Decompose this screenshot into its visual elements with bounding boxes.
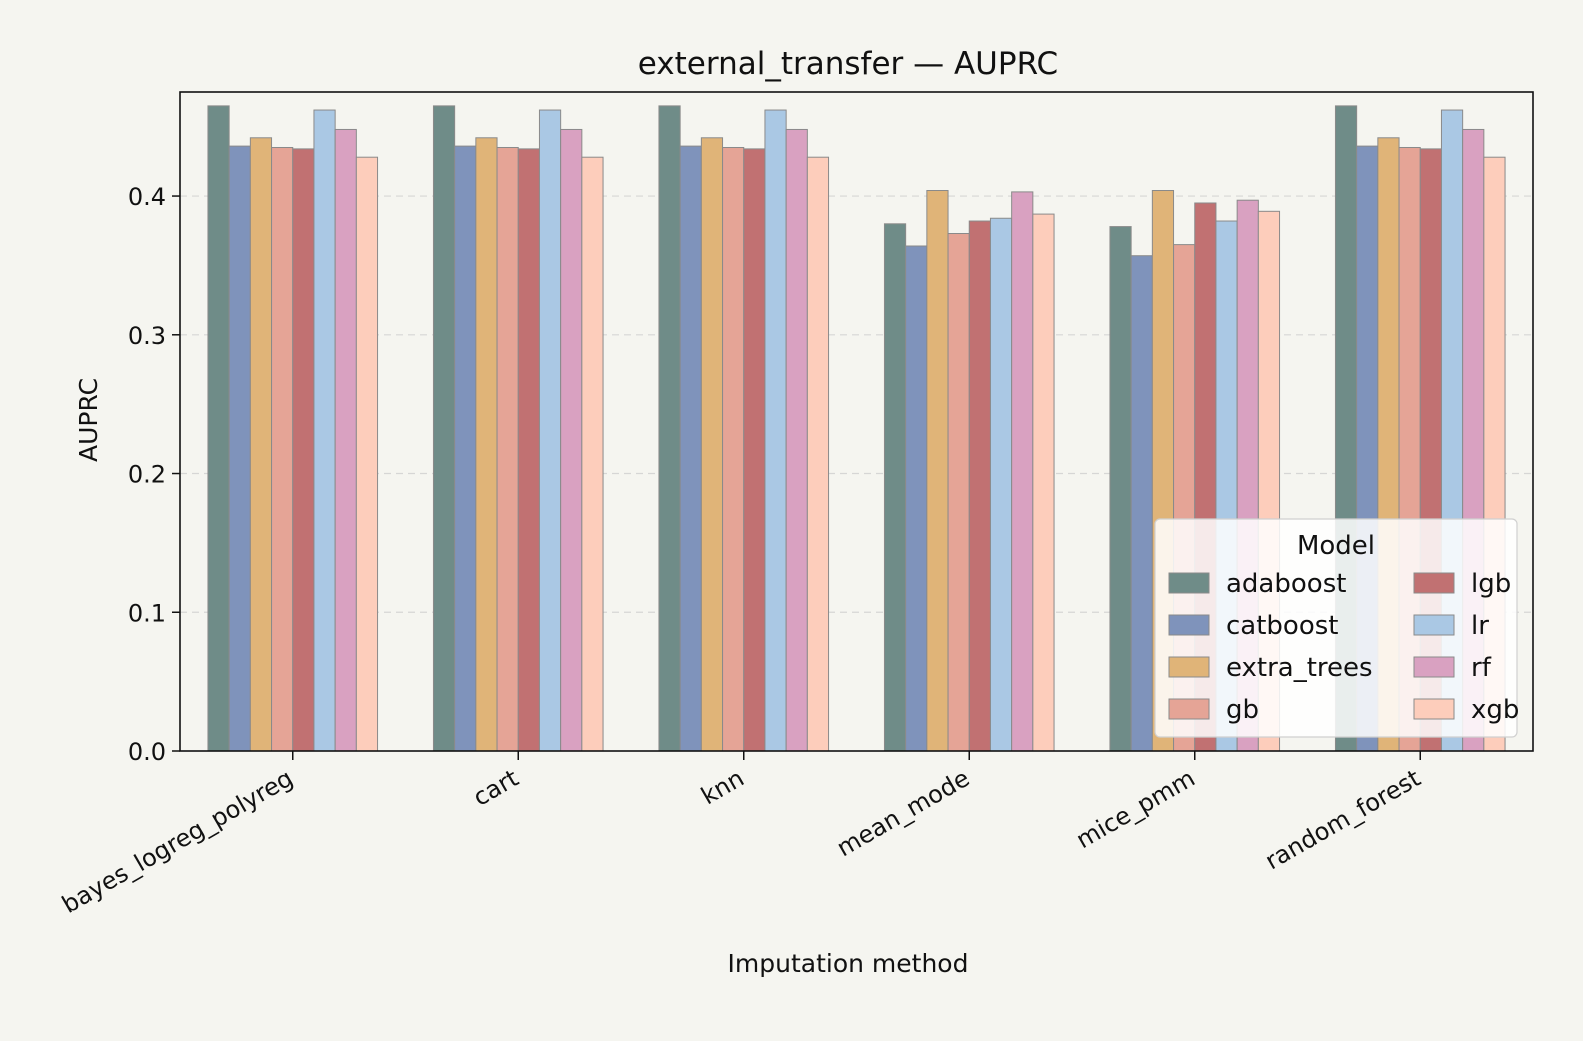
bar-catboost-cart <box>454 145 477 752</box>
x-tick-label: cart <box>468 764 523 812</box>
legend-swatch-lr <box>1413 614 1455 636</box>
y-tick-label: 0.3 <box>128 322 166 350</box>
x-tick-label: bayes_logreg_polyreg <box>57 764 297 919</box>
x-axis-label: Imputation method <box>728 949 969 978</box>
bar-gb-knn <box>722 146 745 752</box>
bar-gb-bayes_logreg_polyreg <box>271 146 294 752</box>
chart-title: external_transfer — AUPRC <box>638 46 1058 82</box>
bar-lr-cart <box>538 109 562 752</box>
bar-xgb-cart <box>581 156 604 752</box>
y-tick-label: 0.2 <box>128 461 166 489</box>
bar-adaboost-bayes_logreg_polyreg <box>207 105 230 752</box>
legend-swatch-gb <box>1168 698 1210 720</box>
y-tick-label: 0.4 <box>128 183 166 211</box>
y-axis-label: AUPRC <box>74 378 103 462</box>
bar-xgb-knn <box>806 156 830 752</box>
bar-adaboost-mean_mode <box>883 223 907 752</box>
bar-lgb-bayes_logreg_polyreg <box>292 148 315 752</box>
bar-lr-knn <box>764 109 787 752</box>
bar-xgb-mean_mode <box>1032 213 1055 752</box>
bar-catboost-mean_mode <box>905 245 928 752</box>
legend-label-extra_trees: extra_trees <box>1226 653 1373 683</box>
bar-extra_trees-knn <box>700 137 724 752</box>
grid-lines <box>180 195 1533 613</box>
bar-xgb-bayes_logreg_polyreg <box>355 156 379 752</box>
legend-swatch-lgb <box>1413 572 1455 594</box>
legend-title: Model <box>1297 531 1375 561</box>
bar-lgb-cart <box>517 148 540 752</box>
legend-swatch-adaboost <box>1168 572 1210 594</box>
bar-extra_trees-bayes_logreg_polyreg <box>249 137 273 752</box>
legend-swatch-extra_trees <box>1168 656 1210 678</box>
legend-label-xgb: xgb <box>1471 695 1519 725</box>
bar-catboost-bayes_logreg_polyreg <box>228 145 251 752</box>
bar-lr-mean_mode <box>989 217 1013 752</box>
bar-gb-cart <box>496 146 519 752</box>
bar-lgb-mean_mode <box>968 220 991 752</box>
x-tick-label: mean_mode <box>832 764 974 862</box>
legend-swatch-xgb <box>1413 698 1455 720</box>
legend-label-rf: rf <box>1471 653 1492 683</box>
x-tick-label: mice_pmm <box>1071 764 1199 854</box>
bar-lgb-knn <box>743 148 766 752</box>
bar-rf-bayes_logreg_polyreg <box>334 128 357 752</box>
legend-label-lgb: lgb <box>1471 569 1511 599</box>
legend-label-adaboost: adaboost <box>1226 569 1346 599</box>
y-tick-label: 0.0 <box>128 738 166 766</box>
plot-frame <box>179 91 1534 752</box>
x-tick-label: knn <box>696 764 748 810</box>
bar-adaboost-cart <box>432 105 456 752</box>
bar-catboost-mice_pmm <box>1130 255 1153 752</box>
bar-adaboost-mice_pmm <box>1109 226 1132 752</box>
y-tick-label: 0.1 <box>128 599 166 627</box>
bar-extra_trees-cart <box>475 137 498 752</box>
bar-rf-mean_mode <box>1011 191 1034 752</box>
bar-gb-mean_mode <box>947 233 970 752</box>
x-tick-label: random_forest <box>1260 764 1425 875</box>
bar-extra_trees-mean_mode <box>926 190 949 752</box>
legend-label-lr: lr <box>1471 611 1489 641</box>
legend-label-catboost: catboost <box>1226 611 1338 641</box>
bar-rf-knn <box>785 128 808 752</box>
bar-catboost-knn <box>679 145 702 752</box>
legend-swatch-rf <box>1413 656 1455 678</box>
legend-swatch-catboost <box>1168 614 1210 636</box>
bar-lr-bayes_logreg_polyreg <box>313 109 336 752</box>
legend-label-gb: gb <box>1226 695 1259 725</box>
bar-adaboost-knn <box>658 105 681 752</box>
bar-rf-cart <box>560 128 583 752</box>
